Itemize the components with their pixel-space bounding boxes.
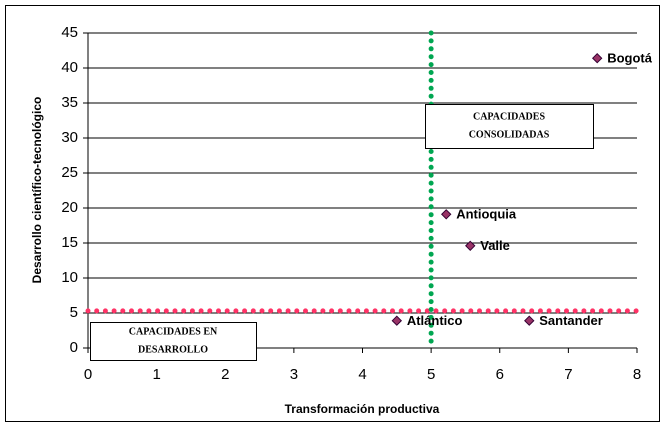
point-label: Santander: [539, 313, 603, 328]
point-label: Atlántico: [407, 313, 463, 328]
annotation-text: CAPACIDADES EN: [129, 326, 218, 337]
x-tick-label: 2: [221, 366, 229, 383]
y-tick-label: 30: [61, 129, 78, 146]
y-tick-label: 25: [61, 164, 78, 181]
point-label: Valle: [480, 238, 510, 253]
annotation-box: [90, 322, 257, 361]
x-tick-label: 4: [358, 366, 366, 383]
y-tick-label: 10: [61, 269, 78, 286]
y-tick-label: 0: [70, 339, 78, 356]
scatter-point: [591, 52, 603, 64]
x-tick-label: 3: [290, 366, 298, 383]
annotation-box: [425, 104, 594, 149]
annotation-text: CONSOLIDADAS: [469, 129, 550, 140]
point-label: Bogotá: [607, 51, 653, 66]
y-tick-label: 20: [61, 199, 78, 216]
y-tick-label: 45: [61, 24, 78, 41]
x-tick-label: 0: [84, 366, 92, 383]
scatter-point: [524, 315, 535, 326]
x-tick-label: 5: [427, 366, 435, 383]
y-axis-label: Desarrollo científico-tecnológico: [30, 97, 44, 284]
scatter-point: [465, 240, 476, 252]
y-tick-label: 5: [70, 304, 78, 321]
annotation-text: CAPACIDADES: [473, 111, 545, 122]
scatter-point: [441, 209, 452, 220]
point-label: Antioquia: [456, 207, 517, 222]
y-tick-label: 15: [61, 234, 78, 251]
x-axis-label: Transformación productiva: [285, 402, 440, 416]
y-tick-label: 35: [61, 94, 78, 111]
x-tick-label: 7: [564, 366, 572, 383]
y-tick-label: 40: [61, 59, 78, 76]
scatter-point: [391, 315, 403, 326]
x-tick-label: 6: [496, 366, 504, 383]
annotation-text: DESARROLLO: [138, 344, 208, 355]
x-tick-label: 8: [633, 366, 641, 383]
x-tick-label: 1: [152, 366, 160, 383]
